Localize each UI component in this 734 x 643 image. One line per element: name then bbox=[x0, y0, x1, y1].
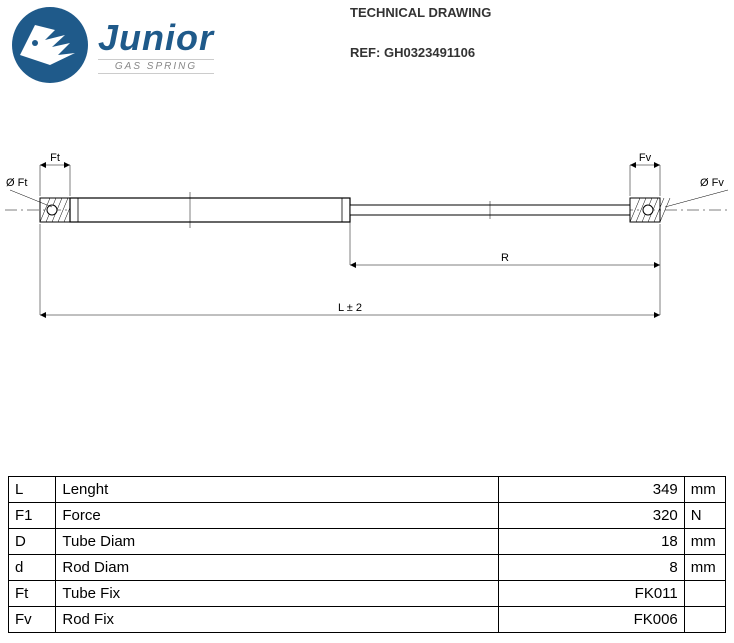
drawing-svg: Ft Fv Ø Ft Ø Fv R L ± 2 bbox=[0, 120, 734, 380]
ref-value: GH0323491106 bbox=[384, 45, 475, 60]
spec-name: Force bbox=[56, 503, 499, 529]
spec-unit: N bbox=[684, 503, 725, 529]
table-row: FtTube FixFK011 bbox=[9, 581, 726, 607]
technical-drawing: Ft Fv Ø Ft Ø Fv R L ± 2 bbox=[0, 120, 734, 385]
spec-unit bbox=[684, 607, 725, 633]
brand-name: Junior bbox=[98, 17, 214, 59]
table-row: DTube Diam18mm bbox=[9, 529, 726, 555]
spec-unit: mm bbox=[684, 555, 725, 581]
table-row: F1Force320N bbox=[9, 503, 726, 529]
spec-symbol: d bbox=[9, 555, 56, 581]
svg-text:Ø Ft: Ø Ft bbox=[6, 177, 27, 189]
svg-text:R: R bbox=[501, 252, 509, 264]
table-row: LLenght349mm bbox=[9, 477, 726, 503]
spec-name: Lenght bbox=[56, 477, 499, 503]
spec-value: 349 bbox=[499, 477, 684, 503]
logo-text: Junior GAS SPRING bbox=[98, 17, 214, 74]
spec-symbol: F1 bbox=[9, 503, 56, 529]
brand-wing-icon bbox=[10, 5, 90, 85]
spec-value: FK011 bbox=[499, 581, 684, 607]
spec-value: 320 bbox=[499, 503, 684, 529]
spec-table: LLenght349mmF1Force320NDTube Diam18mmdRo… bbox=[8, 476, 726, 633]
spec-value: 8 bbox=[499, 555, 684, 581]
svg-text:Ft: Ft bbox=[50, 152, 60, 164]
table-row: dRod Diam8mm bbox=[9, 555, 726, 581]
table-row: FvRod FixFK006 bbox=[9, 607, 726, 633]
spec-symbol: D bbox=[9, 529, 56, 555]
ref-line: REF: GH0323491106 bbox=[350, 45, 491, 60]
spec-unit: mm bbox=[684, 529, 725, 555]
spec-value: FK006 bbox=[499, 607, 684, 633]
svg-text:Ø Fv: Ø Fv bbox=[700, 177, 724, 189]
logo-area: Junior GAS SPRING bbox=[10, 5, 330, 85]
spec-unit: mm bbox=[684, 477, 725, 503]
header: Junior GAS SPRING TECHNICAL DRAWING REF:… bbox=[0, 0, 734, 90]
spec-symbol: L bbox=[9, 477, 56, 503]
svg-text:L ± 2: L ± 2 bbox=[338, 302, 362, 314]
brand-subtitle: GAS SPRING bbox=[98, 59, 214, 74]
page-title: TECHNICAL DRAWING bbox=[350, 5, 491, 20]
spec-name: Rod Fix bbox=[56, 607, 499, 633]
spec-symbol: Ft bbox=[9, 581, 56, 607]
ref-label: REF: bbox=[350, 45, 380, 60]
spec-symbol: Fv bbox=[9, 607, 56, 633]
svg-text:Fv: Fv bbox=[639, 152, 652, 164]
spec-name: Rod Diam bbox=[56, 555, 499, 581]
spec-name: Tube Fix bbox=[56, 581, 499, 607]
title-ref-block: TECHNICAL DRAWING REF: GH0323491106 bbox=[350, 5, 491, 60]
spec-name: Tube Diam bbox=[56, 529, 499, 555]
spec-value: 18 bbox=[499, 529, 684, 555]
spec-unit bbox=[684, 581, 725, 607]
